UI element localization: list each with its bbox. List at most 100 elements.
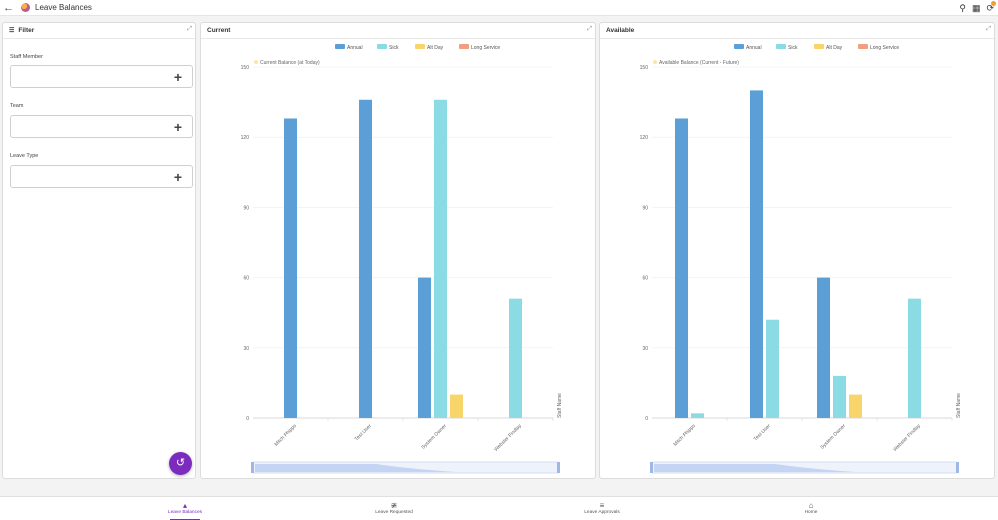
x-tick-label: System Owner <box>420 423 448 451</box>
legend-label: Annual <box>347 45 363 51</box>
x-tick-label: System Owner <box>819 423 847 451</box>
bar-alt-day <box>849 394 862 418</box>
nav-label: Home <box>804 510 818 515</box>
y-tick-label: 120 <box>241 135 250 141</box>
history-fab-button[interactable]: ↺ <box>169 452 192 475</box>
nav-leave-balances[interactable]: ▴ Leave Balances <box>140 501 230 520</box>
y-tick-label: 90 <box>243 205 249 211</box>
y-tick-label: 0 <box>645 416 648 422</box>
legend-label: Alt Day <box>427 45 444 51</box>
leave-type-label: Leave Type <box>10 153 39 159</box>
page-title: Leave Balances <box>35 3 92 12</box>
staff-member-label: Staff Member <box>10 54 43 60</box>
legend-label: Annual <box>746 45 762 51</box>
y-tick-label: 0 <box>246 416 249 422</box>
available-header: Available <box>600 23 994 39</box>
search-icon[interactable]: ⚲ <box>959 3 966 13</box>
filter-title: Filter <box>18 27 35 34</box>
bar-sick <box>691 413 704 418</box>
zoom-handle-right[interactable] <box>557 462 560 473</box>
title-marker <box>653 60 657 64</box>
chart-title: Current Balance (at Today) <box>260 60 320 66</box>
staff-member-field[interactable]: + <box>10 65 193 88</box>
zoom-area-shape <box>255 464 457 472</box>
legend-swatch <box>415 44 425 49</box>
y-tick-label: 90 <box>642 205 648 211</box>
plus-icon[interactable]: + <box>173 169 182 185</box>
y-tick-label: 60 <box>642 276 648 282</box>
bar-sick <box>908 298 921 418</box>
legend-label: Alt Day <box>826 45 843 51</box>
available-panel: Available ⤢ Annual Sick Alt Day Long Servic… <box>599 22 995 479</box>
trend-icon: ≇ <box>390 501 398 510</box>
legend-swatch <box>858 44 868 49</box>
leave-type-field[interactable]: + <box>10 165 193 188</box>
nav-label: Leave Requested <box>375 510 413 515</box>
y-tick-label: 30 <box>642 346 648 352</box>
x-tick-label: Webster Findlay <box>493 423 523 453</box>
x-tick-label: Webster Findlay <box>892 423 922 453</box>
legend-label: Sick <box>788 45 798 51</box>
legend-swatch <box>776 44 786 49</box>
team-label: Team <box>10 103 24 109</box>
bar-annual <box>675 118 688 418</box>
current-chart: Annual Sick Alt Day Long Service Current Bal… <box>241 44 563 474</box>
bar-annual <box>817 277 830 418</box>
bar-sick <box>833 375 846 418</box>
nav-home[interactable]: ⌂ Home <box>766 501 856 515</box>
team-field[interactable]: + <box>10 115 193 138</box>
filter-header: ☰ Filter <box>3 23 195 39</box>
apps-grid-icon[interactable]: ▦ <box>971 3 981 13</box>
notification-dot <box>991 1 996 6</box>
legend-label: Long Service <box>870 45 899 51</box>
y-tick-label: 60 <box>243 276 249 282</box>
bar-sick <box>509 298 522 418</box>
nav-label: Leave Balances <box>167 510 203 515</box>
plus-icon[interactable]: + <box>173 69 182 85</box>
x-tick-label: Test User <box>354 423 373 442</box>
expand-icon[interactable]: ⤢ <box>986 26 991 32</box>
y-tick-label: 120 <box>640 135 649 141</box>
bar-annual <box>750 90 763 419</box>
filter-panel: ☰ Filter ⤢ Staff Member + Team + Leave T… <box>2 22 196 479</box>
app-logo <box>21 3 30 12</box>
notifications-icon[interactable]: ⟳ <box>986 1 996 13</box>
legend-swatch <box>377 44 387 49</box>
zoom-handle-right[interactable] <box>956 462 959 473</box>
nav-leave-requested[interactable]: ≇ Leave Requested <box>349 501 439 515</box>
current-header: Current <box>201 23 595 39</box>
bar-sick <box>766 319 779 418</box>
bar-alt-day <box>450 394 463 418</box>
filter-icon: ☰ <box>9 28 15 34</box>
x-tick-label: Test User <box>753 423 772 442</box>
home-icon: ⌂ <box>808 501 814 510</box>
x-tick-label: Mitch Phipps <box>273 423 298 448</box>
x-axis-title: Staff Name <box>956 393 962 418</box>
chart-title: Available Balance (Current - Future) <box>659 60 739 66</box>
legend-swatch <box>459 44 469 49</box>
chart-icon: ▴ <box>182 501 187 510</box>
title-marker <box>254 60 258 64</box>
zoom-handle-left[interactable] <box>650 462 653 473</box>
expand-icon[interactable]: ⤢ <box>187 26 192 32</box>
plus-icon[interactable]: + <box>173 119 182 135</box>
history-icon: ↺ <box>175 457 186 469</box>
y-tick-label: 150 <box>640 65 649 71</box>
bar-sick <box>434 99 447 418</box>
zoom-area-shape <box>654 464 856 472</box>
legend-swatch <box>814 44 824 49</box>
bar-annual <box>359 99 372 418</box>
back-arrow-icon[interactable]: ← <box>3 1 14 14</box>
available-chart: Annual Sick Alt Day Long Service Available B… <box>640 44 962 474</box>
nav-leave-approvals[interactable]: ≡ Leave Approvals <box>557 501 647 515</box>
nav-label: Leave Approvals <box>584 510 620 515</box>
stack-icon: ≡ <box>599 501 605 510</box>
expand-icon[interactable]: ⤢ <box>587 26 592 32</box>
legend-label: Long Service <box>471 45 500 51</box>
y-tick-label: 30 <box>243 346 249 352</box>
current-panel: Current ⤢ Annual Sick Alt Day Long Service C… <box>200 22 596 479</box>
zoom-handle-left[interactable] <box>251 462 254 473</box>
bar-annual <box>284 118 297 418</box>
bottom-nav: ▴ Leave Balances ≇ Leave Requested ≡ Lea… <box>0 496 998 520</box>
top-bar: ← Leave Balances ⚲ ▦ ⟳ <box>0 0 998 16</box>
